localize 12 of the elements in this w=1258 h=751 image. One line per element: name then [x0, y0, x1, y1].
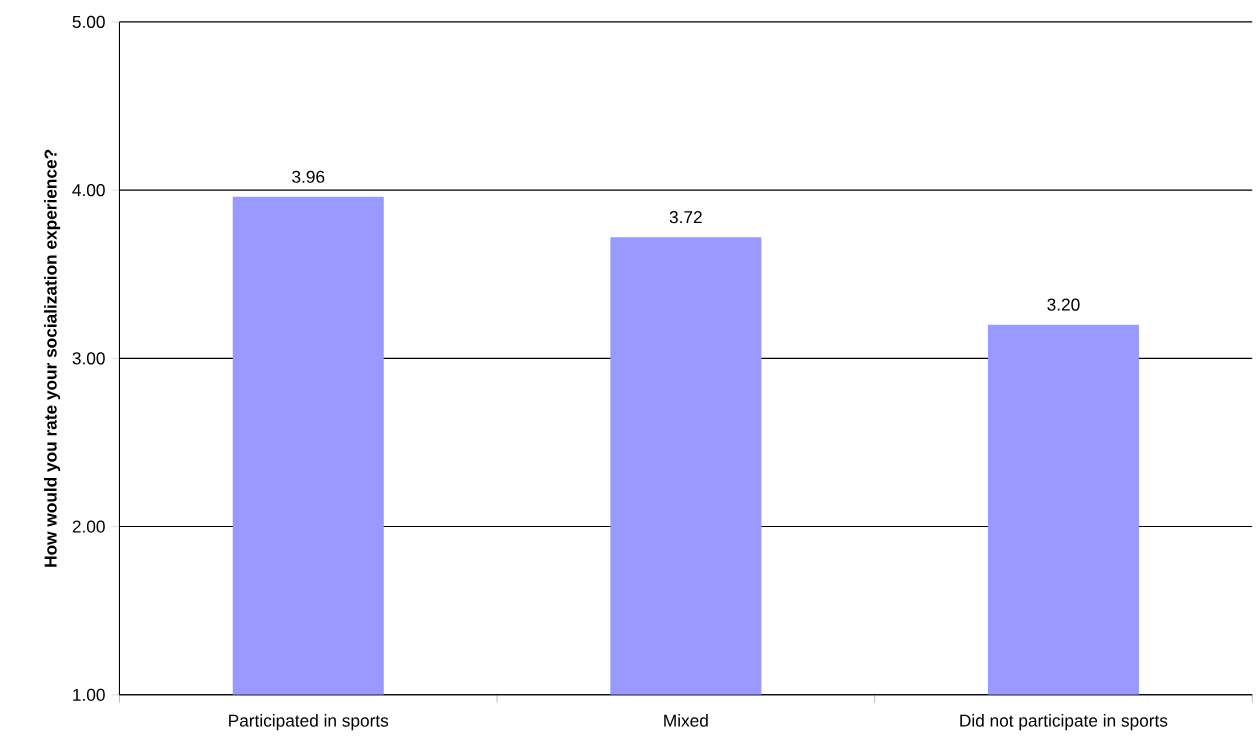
x-tick-label: Did not participate in sports [960, 714, 1168, 731]
y-tick-label: 1.00 [73, 688, 105, 702]
y-tick-label: 4.00 [72, 184, 105, 197]
x-tick-label: Mixed [664, 714, 708, 727]
x-tick-label: Participated in sports [229, 714, 389, 731]
y-tick-label: 2.00 [72, 520, 105, 533]
y-tick-label: 5.00 [72, 16, 105, 29]
y-tick-label: 3.00 [72, 352, 105, 365]
data-label: 3.72 [669, 211, 702, 224]
data-label: 3.20 [1047, 298, 1080, 311]
data-label: 3.96 [292, 170, 325, 184]
y-axis-title: How would you rate your socialization experience? [44, 150, 61, 567]
